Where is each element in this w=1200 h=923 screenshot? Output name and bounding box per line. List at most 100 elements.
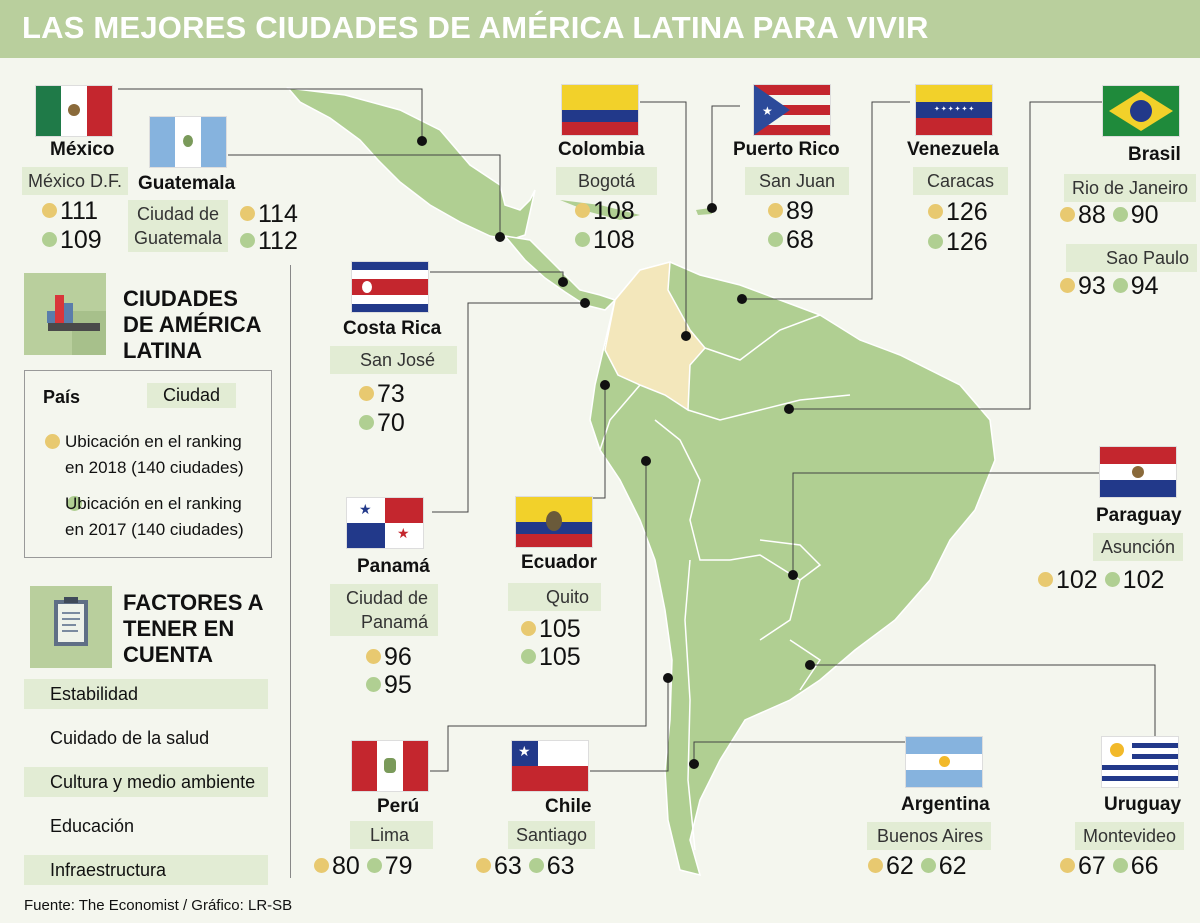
bar-chart-icon (47, 295, 106, 355)
rank-value: 79 (384, 852, 413, 880)
rank-value: 70 (377, 409, 405, 437)
rank-2017-dot (359, 414, 374, 430)
rank-2017-dot (1104, 571, 1120, 587)
rank-2018-dot (240, 205, 255, 221)
ecuador-flag (516, 497, 592, 547)
rank-2017-dot (1112, 206, 1128, 222)
rank-value: 93 (1078, 272, 1106, 300)
city-line: Guatemala (134, 228, 223, 248)
colombia-name: Colombia (558, 139, 645, 160)
legend-box: País Ciudad Ubicación en el ranking en 2… (24, 370, 272, 558)
rank-value: 126 (946, 198, 988, 226)
rank-2017-dot (1112, 857, 1128, 873)
peru-city: Lima (350, 821, 434, 849)
city-line: Ciudad de (136, 204, 220, 224)
puertorico-city: San Juan (745, 167, 850, 195)
panama-name: Panamá (357, 556, 430, 577)
argentina-city: Buenos Aires (867, 822, 992, 850)
city-line: Ciudad de (346, 588, 429, 608)
rank-2017-dot (920, 857, 936, 873)
rank-2018-dot (42, 202, 57, 218)
argentina-ranks: 62 62 (868, 852, 967, 880)
rank-2017-dot (1112, 277, 1128, 293)
clipboard-icon (54, 597, 88, 646)
brasil-city-2: Sao Paulo (1066, 244, 1198, 272)
venezuela-city: Caracas (913, 167, 1009, 195)
rank-value: 102 (1056, 566, 1098, 594)
guatemala-rank-2018: 114 (240, 200, 298, 228)
paraguay-ranks: 102 102 (1038, 566, 1164, 594)
rank-2018-dot (928, 203, 943, 219)
paraguay-flag (1100, 447, 1176, 497)
legend-icon-box (24, 273, 106, 355)
rank-value: 105 (539, 615, 581, 643)
venezuela-rank-2017: 126 (928, 228, 988, 256)
rank-value: 73 (377, 380, 405, 408)
latin-america-map (118, 87, 1156, 877)
puertorico-name: Puerto Rico (733, 139, 840, 160)
legend-2018-text: Ubicación en el ranking en 2018 (140 ciu… (65, 432, 244, 477)
panama-rank-2018: 96 (366, 643, 412, 671)
rank-2017-dot (366, 676, 381, 692)
rank-value: 108 (593, 226, 635, 254)
chile-name: Chile (545, 796, 592, 817)
rank-2018-dot (521, 620, 536, 636)
rank-2018-dot (1038, 571, 1053, 587)
paraguay-city: Asunción (1093, 533, 1184, 561)
colombia-rank-2017: 108 (575, 226, 635, 254)
legend-2017-text: Ubicación en el ranking en 2017 (140 ciu… (65, 494, 244, 539)
colombia-flag (562, 85, 638, 135)
rank-value: 112 (258, 227, 298, 255)
uruguay-city: Montevideo (1075, 822, 1185, 850)
brasil-city1-ranks: 88 90 (1060, 201, 1159, 229)
colombia-shape (604, 261, 706, 412)
rank-2017-dot (528, 857, 544, 873)
factor-item: Cultura y medio ambiente (24, 767, 268, 797)
rank-2018-dot (1060, 206, 1075, 222)
rank-value: 105 (539, 643, 581, 671)
factor-item: Infraestructura (24, 855, 268, 885)
rank-value: 114 (258, 200, 298, 228)
venezuela-flag: ✦✦✦✦✦✦ (916, 85, 992, 135)
legend-pais-label: País (43, 387, 81, 407)
rank-value: 95 (384, 671, 412, 699)
rank-2018-dot (868, 857, 883, 873)
guatemala-name: Guatemala (138, 173, 236, 194)
rank-2017-dot (768, 231, 783, 247)
puertorico-flag: ★ (754, 85, 830, 135)
peru-name: Perú (377, 796, 420, 817)
factor-item: Cuidado de la salud (50, 728, 210, 748)
mexico-name: México (50, 139, 115, 160)
rank-value: 68 (786, 226, 814, 254)
costarica-rank-2017: 70 (359, 409, 405, 437)
rank-value: 62 (886, 852, 914, 880)
legend-2018-dot (45, 434, 60, 450)
rank-2018-dot (1060, 857, 1075, 873)
divider-line (290, 265, 291, 878)
factors-icon-box (30, 586, 112, 668)
ecuador-rank-2018: 105 (521, 615, 581, 643)
rank-value: 63 (494, 852, 522, 880)
source-credit: Fuente: The Economist / Gráfico: LR-SB (24, 897, 293, 914)
costarica-name: Costa Rica (343, 318, 442, 339)
factors-heading: FACTORES A TENER EN CUENTA (123, 590, 263, 667)
rank-2017-dot (240, 232, 255, 248)
ecuador-name: Ecuador (521, 552, 598, 573)
rank-value: 62 (938, 852, 967, 880)
rank-2017-dot (366, 857, 382, 873)
rank-2017-dot (42, 231, 57, 247)
factor-item: Educación (50, 816, 135, 836)
costarica-flag (352, 262, 428, 312)
colombia-city: Bogotá (556, 167, 658, 195)
rank-2018-dot (366, 648, 381, 664)
chile-city: Santiago (508, 821, 596, 849)
svg-text:★: ★ (762, 104, 773, 118)
chile-flag: ★ (512, 741, 588, 791)
rank-value: 111 (60, 197, 99, 225)
costarica-city: San José (330, 346, 458, 374)
rank-value: 67 (1078, 852, 1106, 880)
mexico-rank-2017: 109 (42, 226, 102, 254)
guatemala-flag (150, 117, 226, 167)
country-borders (599, 314, 851, 851)
rank-value: 90 (1130, 201, 1159, 229)
